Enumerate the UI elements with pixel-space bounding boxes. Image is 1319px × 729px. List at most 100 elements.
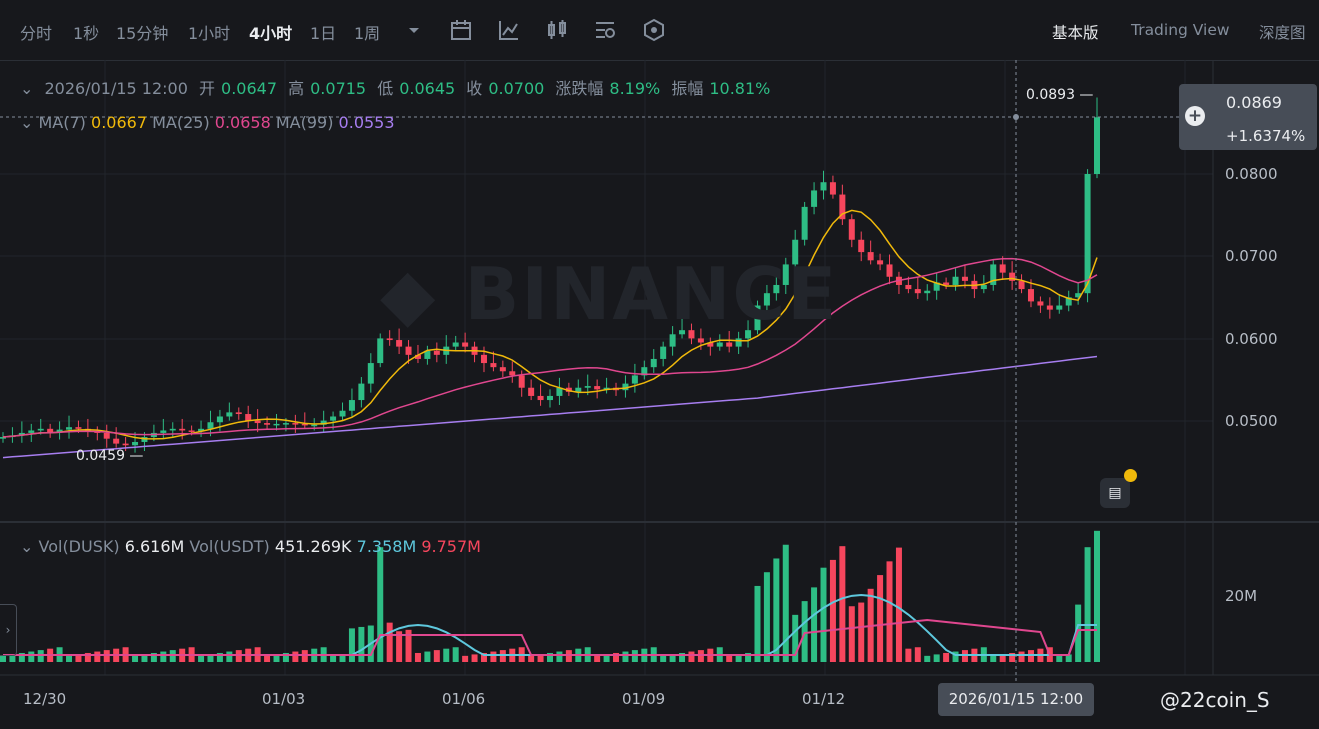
volume-bar: [1027, 650, 1034, 662]
x-tick: 01/09: [622, 690, 666, 708]
volume-bar: [745, 652, 752, 662]
change-label: 涨跌幅: [555, 79, 604, 98]
candle-body: [697, 338, 704, 343]
candle-body: [433, 350, 440, 355]
notification-dot: [1124, 469, 1137, 482]
timeframe-1h[interactable]: 1小时: [188, 24, 231, 43]
ma99-line: [2, 355, 1098, 459]
candle-body: [414, 354, 421, 359]
candle-body: [273, 423, 280, 426]
candle-body: [660, 346, 667, 359]
candle-body: [914, 289, 921, 294]
current-price-tag[interactable]: + 0.0869 +1.6374%: [1179, 84, 1317, 150]
candle-body: [537, 395, 544, 401]
timeframe-1w[interactable]: 1周: [354, 24, 381, 43]
volume-bar: [396, 631, 403, 662]
candle-body: [169, 428, 176, 431]
candle-body: [452, 342, 459, 347]
candle-body: [207, 422, 214, 429]
candle-body: [226, 412, 233, 417]
ma99-label: MA(99): [275, 113, 334, 132]
candle-body: [1056, 305, 1063, 310]
shield-icon[interactable]: [642, 18, 666, 42]
high-value: 0.0715: [310, 79, 367, 98]
volume-bar: [103, 650, 110, 662]
current-price: 0.0869: [1226, 93, 1282, 112]
volume-bar: [924, 655, 931, 662]
candle-body: [688, 330, 695, 339]
volume-bar: [75, 654, 82, 662]
indicator-icon[interactable]: [497, 18, 521, 42]
volume-bar: [933, 654, 940, 662]
candle-body: [0, 437, 6, 439]
volume-bar: [18, 652, 25, 662]
brand-watermark: ◆ BINANCE: [380, 252, 839, 336]
view-basic[interactable]: 基本版: [1052, 24, 1099, 42]
view-depth[interactable]: 深度图: [1259, 24, 1306, 42]
volume-bar: [330, 655, 337, 662]
volume-bar: [990, 655, 997, 662]
volume-bar: [688, 651, 695, 662]
volume-bar: [414, 652, 421, 662]
candle-body: [726, 342, 733, 347]
candle-body: [565, 387, 572, 392]
candle-body: [282, 423, 289, 425]
volume-bar: [1084, 547, 1091, 662]
settings-icon[interactable]: [593, 18, 617, 42]
candle-type-icon[interactable]: [545, 18, 569, 42]
volume-bar: [839, 546, 846, 662]
candle-body: [462, 342, 469, 347]
expand-panel-button[interactable]: ›: [0, 604, 17, 656]
candle-body: [254, 420, 261, 424]
view-tradingview[interactable]: Trading View: [1131, 21, 1230, 39]
volume-bar: [471, 654, 478, 662]
candle-body: [367, 363, 374, 384]
volume-bar: [547, 652, 553, 662]
vol-ma1-value: 7.358M: [356, 537, 417, 556]
volume-bar: [377, 547, 384, 662]
timeframe-1s[interactable]: 1秒: [73, 24, 100, 43]
ma99-value: 0.0553: [338, 113, 395, 132]
candle-body: [1018, 280, 1025, 290]
volume-bar: [339, 654, 346, 662]
timeframe-4h[interactable]: 4小时: [249, 24, 293, 43]
candle-body: [160, 430, 167, 433]
volume-bar: [782, 544, 789, 662]
volume-bar: [452, 647, 459, 662]
candle-body: [867, 252, 874, 261]
candle-body: [245, 414, 252, 421]
candle-body: [113, 438, 120, 444]
plus-icon[interactable]: +: [1185, 106, 1205, 126]
timeframe-fenshi[interactable]: 分时: [20, 24, 53, 43]
ma-info: ⌄ MA(7) 0.0667 MA(25) 0.0658 MA(99) 0.05…: [20, 113, 395, 132]
volume-bar: [264, 655, 271, 662]
candle-body: [603, 387, 610, 390]
more-dropdown-icon[interactable]: [402, 18, 426, 42]
notes-button[interactable]: ▤: [1100, 478, 1130, 508]
candle-body: [499, 367, 506, 372]
timeframe-15m[interactable]: 15分钟: [116, 24, 169, 43]
volume-bar: [433, 650, 440, 662]
timeframe-1d[interactable]: 1日: [310, 24, 337, 43]
collapse-icon[interactable]: ⌄: [20, 113, 34, 132]
volume-bar: [811, 587, 818, 662]
volume-bar: [556, 651, 563, 662]
volume-bar: [94, 651, 101, 662]
volume-bar: [1056, 655, 1063, 662]
collapse-icon[interactable]: ⌄: [20, 79, 34, 98]
candle-body: [924, 290, 931, 294]
volume-bar: [858, 602, 865, 662]
calendar-icon[interactable]: [449, 18, 473, 42]
toolbar: 分时 1秒 15分钟 1小时 4小时 1日 1周 基本版 Trading Vie…: [0, 0, 1319, 61]
user-watermark: @22coin_S: [1160, 688, 1270, 712]
x-tick: 01/03: [262, 690, 306, 708]
amp-label: 振幅: [671, 79, 704, 98]
candle-body: [820, 182, 827, 191]
candle-body: [745, 330, 752, 339]
volume-bar: [84, 652, 91, 662]
candle-body: [961, 276, 968, 281]
collapse-icon[interactable]: ⌄: [20, 537, 34, 556]
candle-body: [679, 330, 686, 335]
vol-usdt-value: 451.269K: [274, 537, 352, 556]
